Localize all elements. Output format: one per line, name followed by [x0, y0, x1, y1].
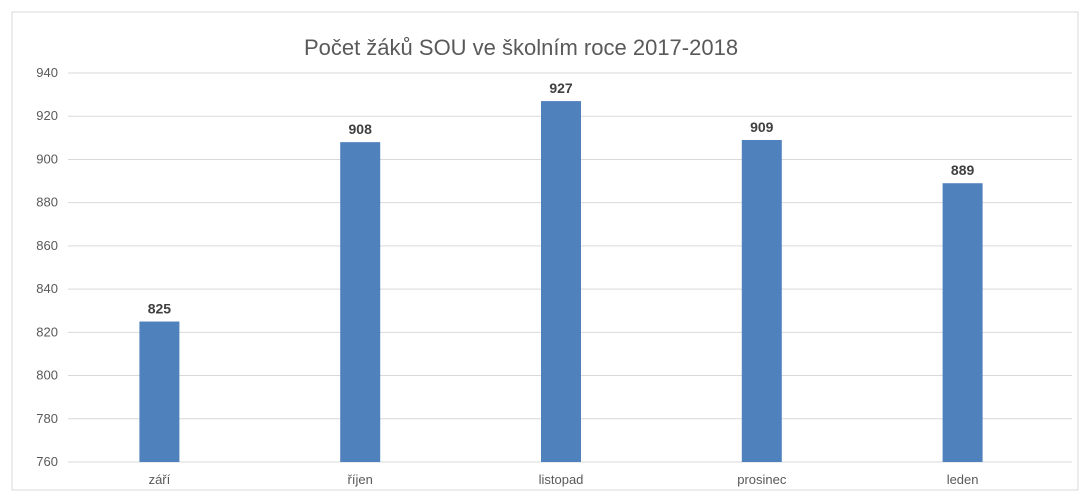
- x-category-label: říjen: [348, 472, 373, 487]
- x-axis-category-labels: září říjen listopad prosinec leden: [149, 472, 979, 487]
- y-tick-label: 880: [36, 195, 58, 210]
- y-tick-label: 780: [36, 411, 58, 426]
- y-tick-label: 920: [36, 108, 58, 123]
- y-tick-label: 940: [36, 65, 58, 80]
- chart-frame: [11, 11, 1079, 491]
- x-category-label: listopad: [539, 472, 584, 487]
- bar-1: [139, 321, 180, 462]
- bars: [139, 101, 983, 462]
- y-axis-tick-labels: 760 780 800 820 840 860 880 900 920 940: [36, 65, 58, 469]
- bar-4: [741, 139, 782, 462]
- y-tick-label: 840: [36, 281, 58, 296]
- bar-2: [340, 142, 381, 462]
- x-category-label: září: [149, 472, 171, 487]
- y-tick-label: 800: [36, 368, 58, 383]
- data-label: 909: [750, 119, 774, 135]
- x-category-label: leden: [947, 472, 979, 487]
- data-labels: 825 908 927 909 889: [148, 80, 975, 316]
- bar-5: [942, 183, 983, 462]
- data-label: 908: [349, 121, 373, 137]
- bar-3: [541, 101, 581, 462]
- chart-title: Počet žáků SOU ve školním roce 2017-2018: [304, 35, 738, 60]
- y-tick-label: 900: [36, 151, 58, 166]
- x-category-label: prosinec: [737, 472, 787, 487]
- y-tick-label: 820: [36, 324, 58, 339]
- data-label: 825: [148, 301, 172, 317]
- data-label: 927: [549, 80, 573, 96]
- data-label: 889: [951, 162, 975, 178]
- y-tick-label: 860: [36, 238, 58, 253]
- y-tick-label: 760: [36, 454, 58, 469]
